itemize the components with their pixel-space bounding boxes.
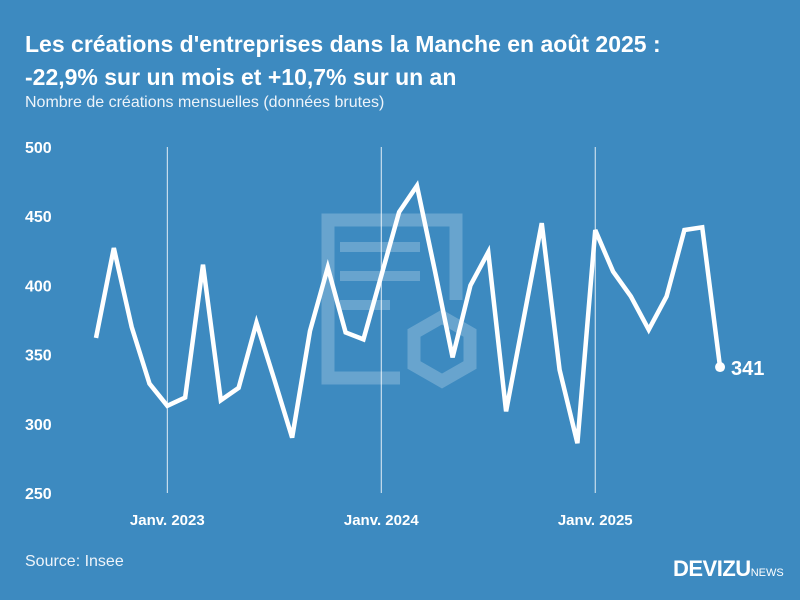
x-tick-label: Janv. 2025 [558, 512, 633, 529]
source-note: Source: Insee [25, 553, 124, 570]
title-line-2: -22,9% sur un mois et +10,7% sur un an [25, 64, 457, 90]
y-tick-label: 400 [25, 278, 52, 295]
logo-suffix: NEWS [750, 567, 784, 579]
chart-subtitle: Nombre de créations mensuelles (données … [25, 94, 385, 111]
y-tick-label: 450 [25, 209, 52, 226]
y-tick-label: 250 [25, 486, 52, 503]
y-tick-label: 350 [25, 348, 52, 365]
series-line [93, 180, 723, 444]
chart-title: Les créations d'entreprises dans la Manc… [25, 28, 795, 94]
watermark-logo [321, 213, 477, 389]
y-tick-label: 300 [25, 417, 52, 434]
devizu-logo: DEVIZUNEWS [673, 556, 784, 582]
logo-main: DEVIZU [673, 556, 751, 581]
x-tick-label: Janv. 2023 [130, 512, 205, 529]
last-value-label: 341 [731, 358, 764, 380]
y-tick-label: 500 [25, 140, 52, 157]
data-point [715, 362, 726, 373]
x-tick-label: Janv. 2024 [344, 512, 419, 529]
title-line-1: Les créations d'entreprises dans la Manc… [25, 31, 661, 57]
